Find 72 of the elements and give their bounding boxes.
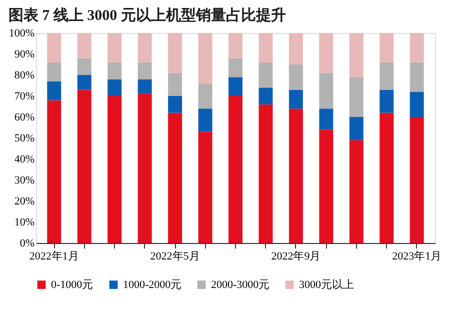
y-tick-label: 50% [14, 132, 34, 144]
bar [288, 90, 303, 109]
y-tick-label: 40% [14, 154, 34, 166]
legend-label: 1000-2000元 [123, 278, 182, 291]
bar [198, 108, 212, 132]
bar [77, 33, 92, 58]
bar [47, 100, 62, 243]
bar [258, 62, 273, 88]
bar [108, 62, 122, 80]
bar [410, 62, 424, 92]
bar [349, 117, 364, 140]
bar [258, 88, 273, 104]
bar [319, 72, 334, 109]
y-tick-label: 30% [14, 174, 34, 186]
bar [198, 33, 212, 84]
bar [198, 132, 212, 243]
y-tick-label: 10% [14, 216, 34, 228]
bar [47, 33, 62, 62]
bar [228, 58, 242, 78]
bar [228, 33, 242, 58]
bar [349, 140, 364, 243]
bar [168, 72, 182, 96]
bar [198, 83, 212, 109]
y-tick-label: 90% [14, 48, 34, 60]
bar [288, 108, 303, 243]
legend-label: 0-1000元 [51, 278, 94, 291]
x-tick-label: 2022年1月 [29, 250, 79, 262]
bar [228, 77, 242, 96]
bar [108, 79, 122, 96]
bar [380, 90, 394, 113]
y-tick-label: 100% [8, 28, 34, 40]
x-tick-label: 2022年5月 [150, 250, 200, 262]
bar [168, 96, 182, 113]
bar [410, 92, 424, 117]
bar [380, 33, 394, 62]
bar [349, 33, 364, 78]
legend-label: 2000-3000元 [211, 278, 270, 291]
bar [138, 33, 152, 62]
bar [77, 58, 92, 75]
bar [108, 96, 122, 243]
bar [288, 64, 303, 90]
bar [380, 62, 394, 90]
bar [47, 62, 62, 82]
x-tick-label: 2022年9月 [271, 250, 321, 262]
bar [168, 112, 182, 243]
y-tick-label: 20% [14, 196, 34, 208]
bar [138, 62, 152, 80]
chart-title: 图表 7 线上 3000 元以上机型销量占比提升 [8, 7, 286, 24]
bar [258, 104, 273, 243]
bar [410, 117, 424, 243]
bar [168, 33, 182, 73]
y-tick-label: 60% [14, 112, 34, 124]
bar [77, 75, 92, 90]
bar [380, 112, 394, 243]
y-tick-label: 80% [14, 70, 34, 82]
bar [258, 33, 273, 62]
legend-label: 3000元以上 [299, 278, 354, 291]
bar [138, 79, 152, 94]
bar [228, 96, 242, 243]
bar [108, 33, 122, 62]
bar [47, 81, 62, 100]
bar [349, 77, 364, 117]
bar [138, 94, 152, 243]
x-tick-label: 2023年1月 [392, 250, 442, 262]
bar [319, 33, 334, 73]
bar [288, 33, 303, 64]
y-tick-label: 0% [20, 238, 34, 250]
bar [319, 108, 334, 130]
bar [77, 90, 92, 243]
bar [410, 33, 424, 62]
y-tick-label: 70% [14, 90, 34, 102]
bar [319, 130, 334, 243]
